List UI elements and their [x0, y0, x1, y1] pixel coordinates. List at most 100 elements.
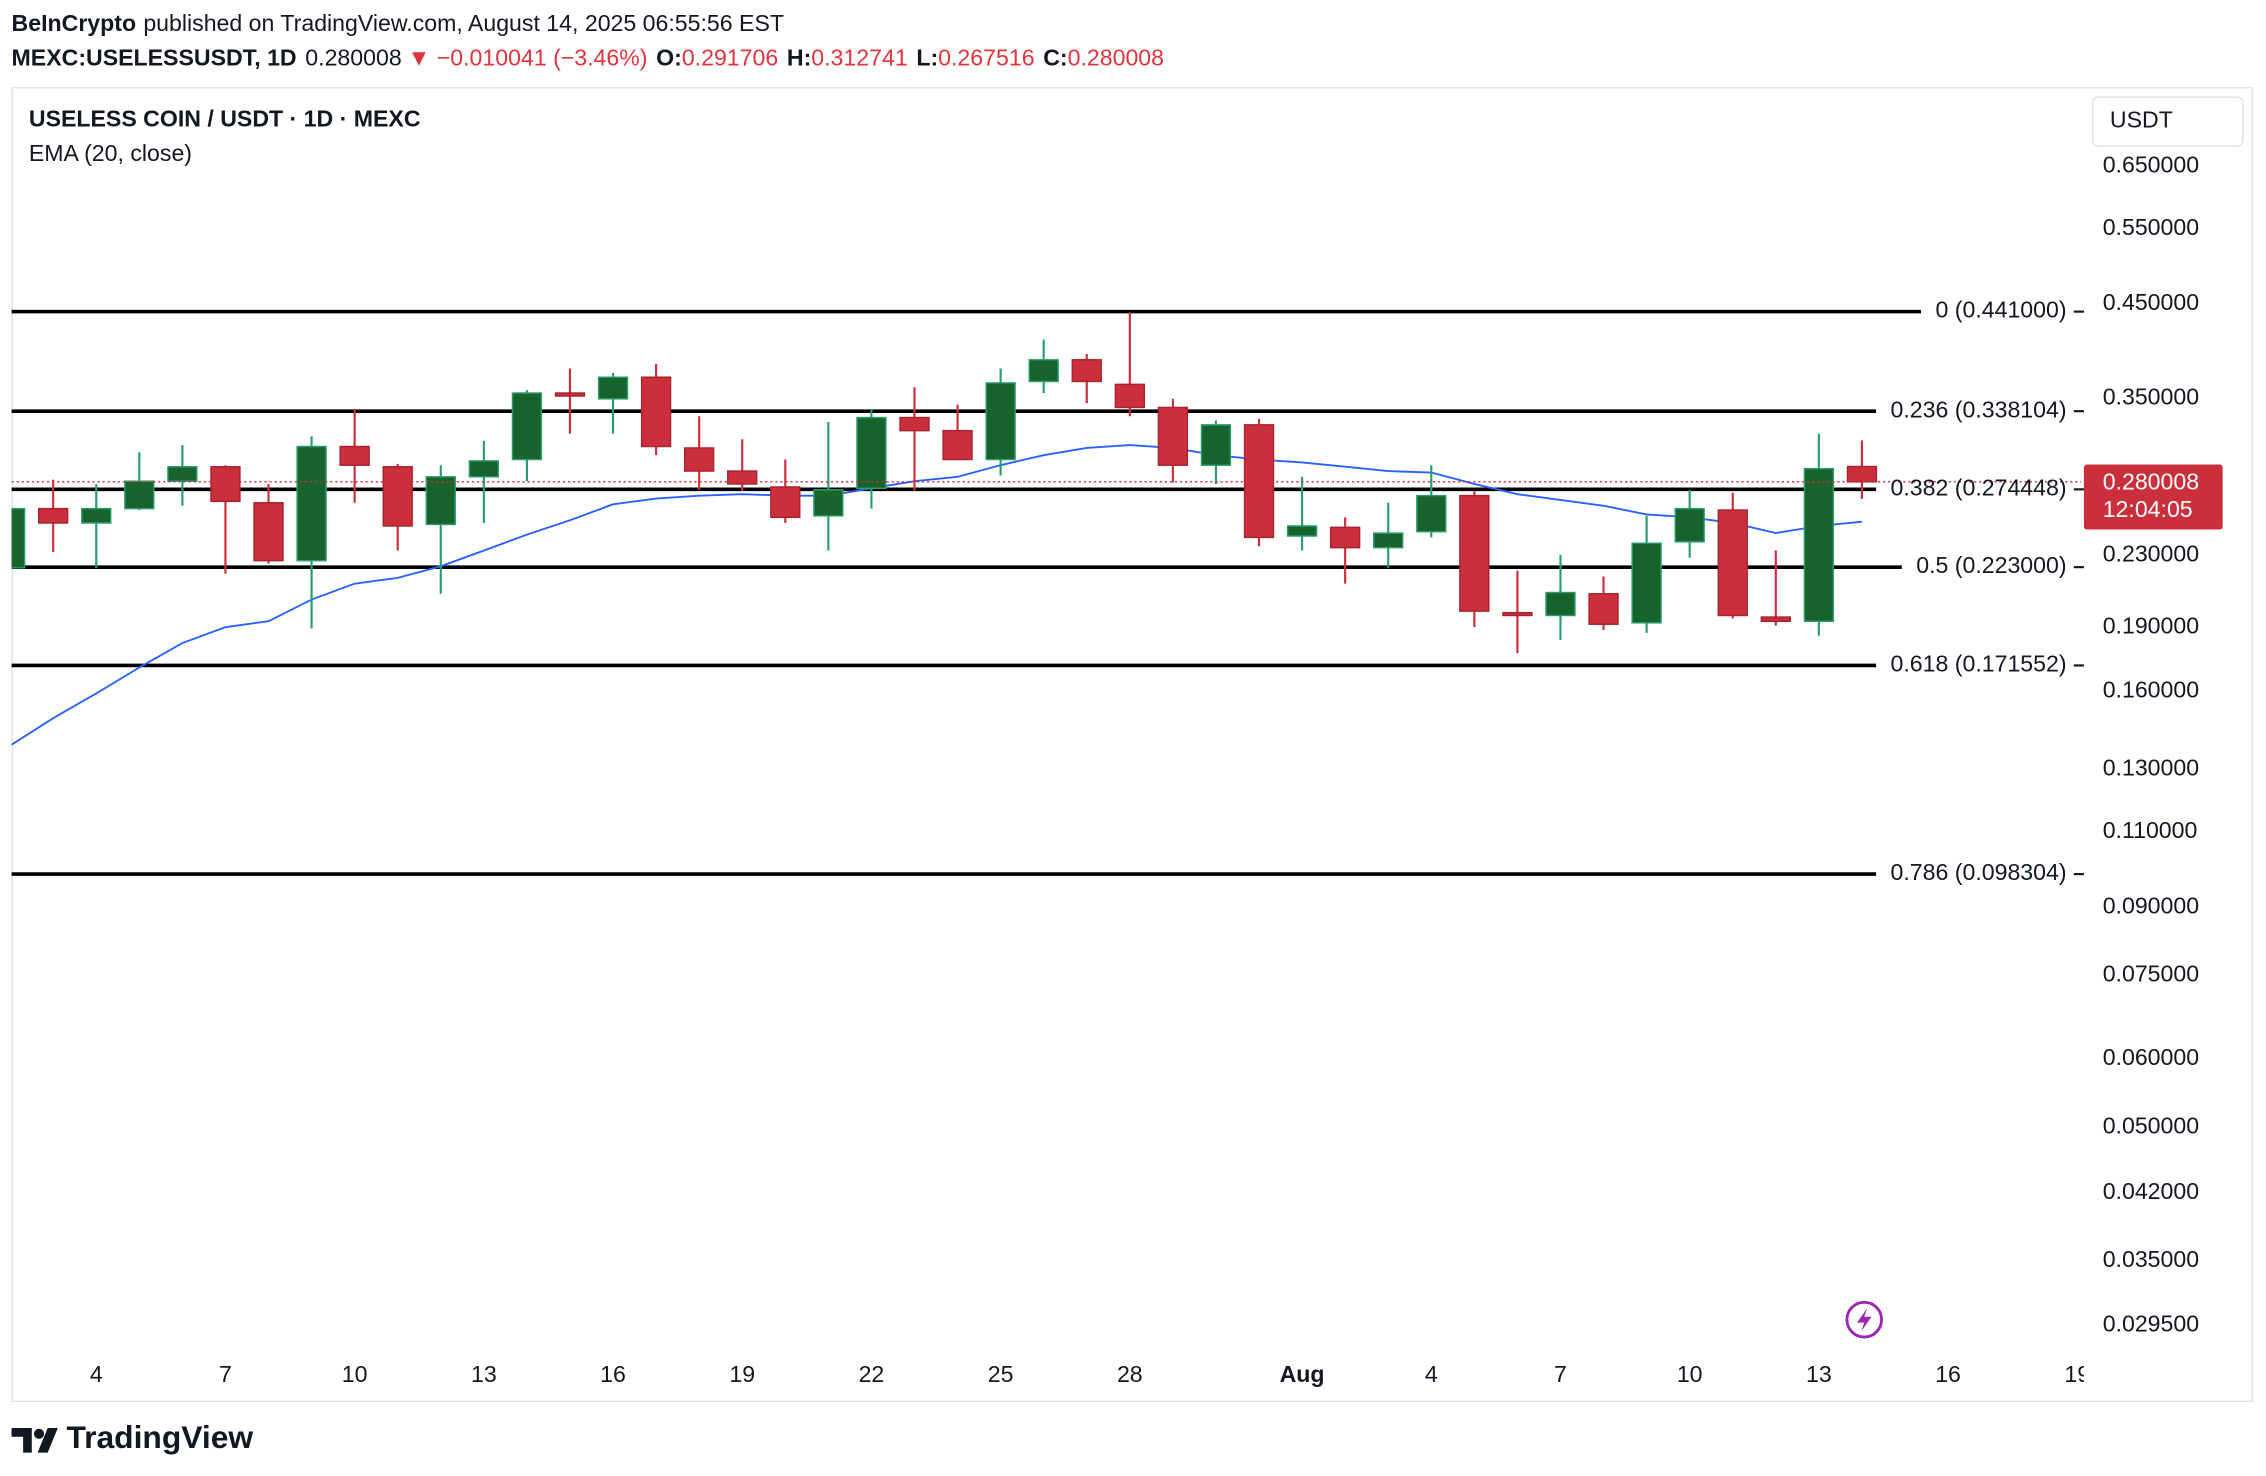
y-tick-label: 0.060000	[2103, 1044, 2199, 1070]
candle-body	[38, 507, 69, 524]
candle-body	[1028, 359, 1059, 383]
x-tick-label: 13	[471, 1361, 497, 1387]
candle-body	[1329, 526, 1361, 549]
y-tick-label: 0.029500	[2103, 1310, 2199, 1336]
candle-body	[468, 460, 500, 478]
chart-frame	[11, 86, 2253, 1403]
y-tick-label: 0.190000	[2103, 612, 2199, 638]
candle-body	[597, 376, 629, 400]
candle-body	[1588, 593, 1619, 625]
x-tick-label: 25	[988, 1361, 1014, 1387]
y-tick-label: 0.042000	[2103, 1178, 2199, 1204]
candle-body	[1114, 383, 1145, 409]
candle-body	[727, 470, 758, 485]
candle-body	[210, 466, 241, 503]
publish-line: BeInCrypto published on TradingView.com, …	[12, 10, 784, 36]
x-axis: 4 7 10 13 16 19 22 25 28 Aug 4 7 10 13 16 19	[90, 1361, 2090, 1387]
candle-body	[339, 445, 370, 466]
x-tick-label: Aug	[1280, 1361, 1325, 1387]
candle-body	[1200, 424, 1232, 466]
change: ▼ −0.010041 (−3.46%)	[407, 45, 647, 71]
close-label: C:	[1043, 45, 1067, 71]
fib-label: 0 (0.441000)	[1936, 297, 2067, 323]
x-tick-label: 4	[90, 1361, 103, 1387]
y-tick-label: 0.160000	[2103, 677, 2199, 703]
countdown: 12:04:05	[2103, 496, 2193, 522]
candle-body	[382, 466, 413, 527]
candle-body	[1803, 467, 1835, 623]
y-tick-label: 0.130000	[2103, 754, 2199, 780]
symbol: MEXC:USELESSUSDT, 1D	[12, 45, 297, 71]
x-tick-label: 19	[2064, 1361, 2090, 1387]
currency: USDT	[2110, 107, 2173, 133]
x-tick-label: 16	[1935, 1361, 1961, 1387]
x-tick-label: 4	[1425, 1361, 1438, 1387]
candle-body	[1502, 611, 1533, 617]
open-label: O:	[656, 45, 682, 71]
chart-title: USELESS COIN / USDT · 1D · MEXC	[29, 105, 421, 131]
y-tick-label: 0.230000	[2103, 541, 2199, 567]
quote-line: MEXC:USELESSUSDT, 1D 0.280008 ▼ −0.010041 …	[12, 45, 1164, 71]
y-tick-label: 0.090000	[2103, 892, 2199, 918]
candle-body	[1459, 494, 1490, 612]
candle-body	[1760, 616, 1791, 623]
close-value: 0.280008	[1068, 45, 1164, 71]
low-value: 0.267516	[938, 45, 1034, 71]
y-tick-label: 0.075000	[2103, 961, 2199, 987]
candle-body	[985, 382, 1016, 461]
candle-body	[770, 486, 801, 519]
candle-body	[856, 416, 887, 490]
candle-body	[1631, 542, 1662, 624]
y-tick-label: 0.450000	[2103, 289, 2199, 315]
y-tick-label: 0.550000	[2103, 214, 2199, 240]
candle-body	[1674, 507, 1705, 543]
candle-body	[11, 507, 26, 569]
fib-label: 0.5 (0.223000)	[1916, 552, 2066, 578]
candle-body	[167, 466, 198, 482]
y-tick-label: 0.110000	[2103, 817, 2198, 843]
y-tick-label: 0.035000	[2103, 1246, 2199, 1272]
x-tick-label: 19	[729, 1361, 755, 1387]
brand: TradingView	[66, 1419, 253, 1455]
candle-body	[296, 445, 327, 562]
last-price-label: 0.280008	[2103, 468, 2199, 494]
y-tick-label: 0.650000	[2103, 151, 2199, 177]
plot-area	[11, 309, 2082, 876]
fib-label: 0.382 (0.274448)	[1891, 474, 2067, 500]
candle-body	[1157, 406, 1189, 466]
x-tick-label: 7	[219, 1361, 232, 1387]
fib-label: 0.786 (0.098304)	[1891, 859, 2067, 885]
last-price-tag	[2083, 464, 2223, 530]
y-tick-label: 0.350000	[2103, 383, 2199, 409]
x-tick-label: 22	[859, 1361, 885, 1387]
low-label: L:	[916, 45, 938, 71]
lightning-icon[interactable]	[1845, 1300, 1884, 1339]
last-price: 0.280008	[305, 45, 401, 71]
candle-body	[683, 447, 715, 472]
candle-body	[640, 376, 672, 448]
candle-body	[425, 476, 456, 526]
candle-body	[899, 416, 930, 432]
x-tick-label: 7	[1554, 1361, 1567, 1387]
candle-body	[1846, 465, 1878, 483]
candle-body	[1071, 359, 1102, 383]
x-tick-label: 16	[600, 1361, 626, 1387]
candle-body	[1545, 591, 1576, 617]
candle-body	[124, 480, 155, 510]
candle-body	[1416, 494, 1447, 533]
candle-body	[1717, 509, 1748, 617]
candle-body	[511, 392, 543, 461]
currency-button[interactable]	[2091, 96, 2244, 147]
candle-body	[942, 429, 973, 461]
open-value: 0.291706	[682, 45, 778, 71]
x-tick-label: 10	[342, 1361, 368, 1387]
fib-label: 0.236 (0.338104)	[1891, 396, 2067, 422]
published: published on TradingView.com, August 14,…	[143, 10, 784, 36]
fib-label: 0.618 (0.171552)	[1891, 651, 2067, 677]
brand-logo	[11, 1428, 58, 1453]
candle-body	[253, 502, 284, 562]
candle-body	[554, 392, 586, 397]
candle-body	[81, 507, 112, 524]
